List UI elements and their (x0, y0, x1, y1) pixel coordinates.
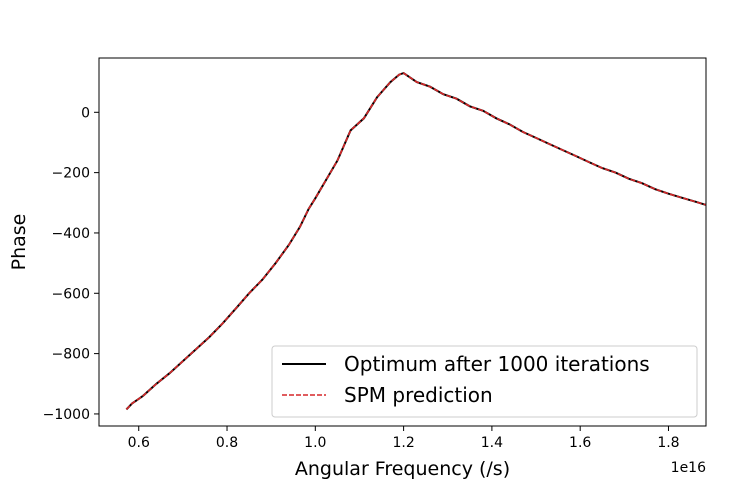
series-layer (125, 71, 707, 411)
x-axis-ticks: 0.6 0.8 1.0 1.2 1.4 1.6 1.8 (128, 426, 680, 451)
legend-label-spm: SPM prediction (344, 383, 493, 407)
legend: Optimum after 1000 iterations SPM predic… (271, 345, 698, 418)
y-tick-label: −400 (52, 226, 90, 242)
x-axis-offset-label: 1e16 (671, 460, 706, 476)
legend-box (271, 345, 698, 418)
y-tick-label: −800 (52, 347, 90, 363)
x-tick-label: 1.8 (657, 435, 679, 451)
legend-label-optimum: Optimum after 1000 iterations (344, 352, 650, 376)
y-axis-ticks: 0 −200 −400 −600 −800 −1000 (43, 105, 99, 423)
x-tick-label: 1.2 (392, 435, 414, 451)
y-tick-label: −1000 (43, 407, 90, 423)
x-axis-label: Angular Frequency (/s) (295, 458, 510, 480)
y-tick-label: −200 (52, 166, 90, 182)
y-tick-label: −600 (52, 286, 90, 302)
x-tick-label: 0.8 (216, 435, 238, 451)
x-tick-label: 0.6 (128, 435, 150, 451)
series-line-spm (125, 72, 707, 410)
y-tick-label: 0 (81, 105, 90, 121)
x-tick-label: 1.0 (304, 435, 326, 451)
y-axis-label: Phase (8, 214, 30, 271)
x-tick-label: 1.4 (481, 435, 503, 451)
plot-frame (98, 57, 707, 427)
x-tick-label: 1.6 (569, 435, 591, 451)
